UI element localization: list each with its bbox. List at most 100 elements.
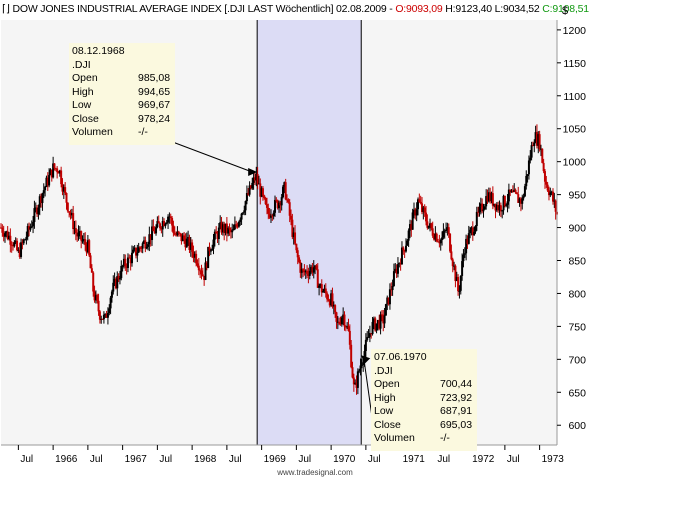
candle-body: [449, 233, 452, 252]
candle-body: [533, 142, 536, 146]
y-tick-label: 850: [568, 256, 586, 268]
candle-body: [205, 262, 208, 268]
y-tick-label: 1150: [563, 58, 586, 70]
candle-body: [233, 224, 236, 230]
info-row-open: Open 700,44: [374, 378, 474, 392]
candle-body: [351, 367, 354, 378]
candle-body: [204, 262, 207, 281]
candle-body: [411, 212, 414, 230]
candle-body: [322, 291, 325, 293]
candle-body: [175, 234, 178, 236]
candle-body: [458, 290, 461, 292]
candle-body: [10, 244, 13, 246]
candle-body: [275, 199, 278, 201]
candle-body: [28, 226, 31, 230]
candle-body: [248, 185, 251, 195]
candle-body: [192, 251, 195, 258]
x-tick-label: Jul: [368, 454, 381, 465]
candle-body: [327, 299, 330, 301]
candle-body: [441, 237, 444, 241]
candle-body: [352, 377, 355, 385]
candle-body: [304, 270, 307, 273]
candle-body: [473, 231, 476, 236]
candle-body: [18, 249, 21, 257]
candle-body: [203, 275, 206, 281]
candle-body: [320, 284, 323, 293]
title-open: O:9093,09: [395, 3, 443, 15]
candle-body: [400, 247, 403, 265]
candle-body: [507, 189, 510, 202]
annotation-arrows: [169, 140, 373, 418]
candle-body: [73, 228, 76, 230]
candle-body: [299, 262, 302, 273]
y-tick-label: 800: [568, 288, 586, 300]
candle-body: [370, 333, 373, 335]
title-symbol: DOW JONES INDUSTRIAL AVERAGE INDEX [.DJI…: [12, 3, 396, 15]
candle-body: [514, 189, 517, 193]
x-tick-label: 1967: [125, 454, 148, 465]
info-symbol: .DJI: [72, 58, 91, 71]
candle-body: [461, 261, 464, 276]
candle-body: [260, 188, 263, 197]
candle-body: [404, 245, 407, 252]
candle-body: [179, 233, 182, 235]
candle-body: [216, 233, 219, 240]
candle-body: [511, 190, 514, 192]
info-box-1970: 07.06.1970 .DJI Open 700,44 High 723,92 Lo…: [371, 349, 477, 451]
candle-body: [356, 371, 359, 388]
candle-body: [521, 198, 524, 204]
candle-body: [20, 242, 23, 257]
candle-body: [445, 230, 448, 232]
candle-body: [17, 249, 20, 251]
candle-body: [37, 207, 40, 215]
candle-body: [422, 207, 425, 213]
candle-body: [86, 240, 89, 253]
candle-body: [414, 209, 417, 216]
candle-body: [180, 233, 183, 242]
candle-body: [429, 223, 432, 226]
candle-body: [423, 207, 426, 213]
candle-body: [467, 233, 470, 244]
candle-body: [543, 171, 546, 182]
annotation-arrowhead: [361, 355, 371, 365]
candle-body: [60, 170, 63, 185]
candle-body: [101, 318, 104, 320]
candle-body: [355, 382, 358, 388]
candle-body: [331, 293, 334, 307]
candle-body: [181, 235, 184, 242]
candle-body: [284, 182, 287, 200]
candle-body: [542, 162, 545, 172]
info-label: Open: [374, 378, 400, 390]
candle-body: [200, 270, 203, 275]
candle-body: [215, 231, 218, 234]
candle-body: [173, 233, 176, 235]
candle-body: [371, 321, 374, 335]
candle-body: [534, 132, 537, 143]
candle-body: [334, 305, 337, 313]
candle-body: [209, 250, 212, 252]
candle-body: [0, 227, 2, 229]
x-tick-label: Jul: [507, 454, 520, 465]
info-label: Open: [72, 72, 98, 84]
candle-body: [240, 213, 243, 220]
candle-body: [4, 233, 7, 237]
candle-body: [227, 227, 230, 234]
candle-body: [307, 273, 310, 276]
candle-body: [133, 247, 136, 250]
candle-body: [421, 203, 424, 213]
candle-body: [392, 271, 395, 287]
x-tick-label: Jul: [298, 454, 311, 465]
candle-body: [506, 201, 509, 205]
candle-body: [5, 231, 8, 234]
candle-body: [348, 330, 351, 345]
candle-body: [336, 321, 339, 323]
candle-body: [108, 308, 111, 314]
candle-body: [239, 219, 242, 222]
candle-body: [406, 240, 409, 246]
candle-body: [36, 207, 39, 215]
candle-body: [121, 265, 124, 267]
candle-body: [90, 268, 93, 273]
candle-body: [134, 247, 137, 256]
candle-body: [93, 291, 96, 301]
